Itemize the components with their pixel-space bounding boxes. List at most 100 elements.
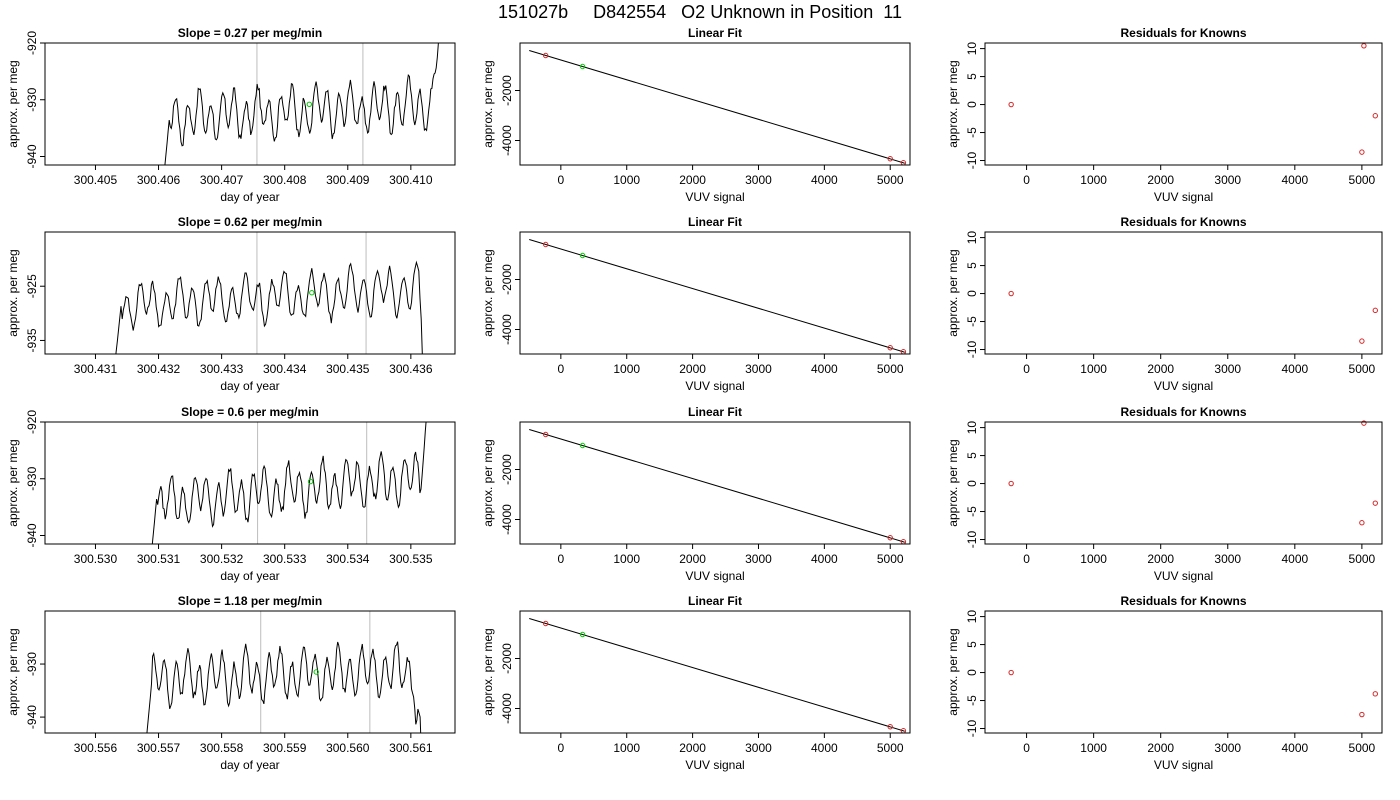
time-panel-2-xtick-label: 300.434 <box>263 362 307 376</box>
fit-panel-3-ytick-label: -4000 <box>500 504 514 535</box>
time-panel-3-xtick-label: 300.535 <box>389 552 433 566</box>
fit-panel-4-ylabel: approx. per meg <box>481 628 495 715</box>
resid-panel-1-residual-point <box>1361 43 1367 49</box>
time-panel-1-xlabel: day of year <box>220 190 279 204</box>
fit-panel-3: Linear Fit VUV signal approx. per meg 0 1000… <box>481 405 911 583</box>
fit-panel-2-fit-line <box>529 239 905 353</box>
fit-panel-3-xtick-label: 3000 <box>745 552 772 566</box>
fit-panel-4-fit-line <box>529 618 905 732</box>
time-panel-3-ytick-label: -930 <box>25 466 39 490</box>
time-panel-2-xlabel: day of year <box>220 379 279 393</box>
resid-panel-1-title: Residuals for Knowns <box>1120 26 1246 40</box>
fit-panel-3-title: Linear Fit <box>688 405 742 419</box>
resid-panel-3-xtick-label: 2000 <box>1147 552 1174 566</box>
fit-panel-1-title: Linear Fit <box>688 26 742 40</box>
fit-panel-1-xtick-label: 0 <box>558 173 565 187</box>
time-panel-4-xtick-label: 300.558 <box>200 741 244 755</box>
fit-panel-2-known-point <box>887 345 893 351</box>
fit-panel-4-unknown-point <box>579 631 586 638</box>
time-panel-4-ylabel: approx. per meg <box>6 628 20 715</box>
fit-panel-1-xtick-label: 5000 <box>877 173 904 187</box>
time-panel-1-ytick-label: -940 <box>25 144 39 168</box>
resid-panel-1-ytick-label: -10 <box>965 152 979 170</box>
resid-panel-1-ylabel: approx. per meg <box>946 60 960 147</box>
resid-panel-4-ytick-label: 5 <box>965 641 979 648</box>
resid-panel-2-xtick-label: 5000 <box>1349 362 1376 376</box>
fit-panel-2-ytick-label: -4000 <box>500 314 514 345</box>
time-panel-1-xtick-label: 300.410 <box>389 173 433 187</box>
resid-panel-3-residual-point <box>1361 420 1367 426</box>
fit-panel-1-unknown-point <box>579 63 586 70</box>
fit-panel-1: Linear Fit VUV signal approx. per meg 0 1000… <box>481 26 911 204</box>
resid-panel-4-ytick-label: -10 <box>965 720 979 738</box>
fit-panel-4-xtick-label: 3000 <box>745 741 772 755</box>
resid-panel-1-residual-point <box>1008 101 1014 108</box>
resid-panel-2: Residuals for Knowns VUV signal approx. pe… <box>946 215 1383 393</box>
time-panel-2-xtick-label: 300.435 <box>326 362 370 376</box>
resid-panel-1-frame <box>984 42 1383 166</box>
time-panel-2-ytick-label: -925 <box>25 274 39 298</box>
resid-panel-3-ytick-label: -10 <box>965 531 979 549</box>
resid-panel-1-ytick-label: 10 <box>965 42 979 56</box>
time-panel-4-plot-area <box>146 611 422 733</box>
resid-panel-2-ytick-label: 0 <box>965 290 979 297</box>
fit-panel-3-known-point <box>542 431 549 438</box>
time-panel-1-frame <box>44 42 456 166</box>
fit-panel-4-ytick-label: -2000 <box>500 643 514 674</box>
time-panel-1-ylabel: approx. per meg <box>6 60 20 147</box>
time-panel-3-ytick-label: -920 <box>25 410 39 434</box>
time-panel-4-xtick-label: 300.560 <box>326 741 370 755</box>
time-panel-3-title: Slope = 0.6 per meg/min <box>181 405 319 419</box>
resid-panel-2-ytick-label: -10 <box>965 341 979 359</box>
fit-panel-3-known-point <box>887 535 893 541</box>
time-panel-3-xtick-label: 300.531 <box>137 552 181 566</box>
resid-panel-3-residual-point <box>1008 480 1014 487</box>
fit-panel-4-known-point <box>887 724 893 730</box>
time-panel-2: Slope = 0.62 per meg/min day of year appro… <box>6 215 456 393</box>
time-panel-2-ytick-label: -935 <box>25 328 39 352</box>
fit-panel-3-xlabel: VUV signal <box>685 569 744 583</box>
resid-panel-4-ytick-label: -5 <box>965 695 979 706</box>
fit-panel-4-known-point <box>542 620 549 627</box>
resid-panel-3-xtick-label: 0 <box>1023 552 1030 566</box>
resid-panel-2-ytick-label: -5 <box>965 316 979 327</box>
time-panel-1-unknown-point <box>306 101 312 107</box>
fit-panel-3-xtick-label: 5000 <box>877 552 904 566</box>
fit-panel-4-frame <box>519 610 911 734</box>
time-panel-1: Slope = 0.27 per meg/min day of year appro… <box>6 26 456 204</box>
resid-panel-4-residual-point <box>1359 711 1365 718</box>
resid-panel-2-xtick-label: 1000 <box>1080 362 1107 376</box>
fit-panel-4-xtick-label: 5000 <box>877 741 904 755</box>
resid-panel-3-ytick-label: 10 <box>965 421 979 435</box>
resid-panel-4-residual-point <box>1008 669 1014 676</box>
resid-panel-4-xtick-label: 3000 <box>1214 741 1241 755</box>
time-panel-1-plot-area <box>164 43 439 165</box>
fit-panel-3-ylabel: approx. per meg <box>481 439 495 526</box>
resid-panel-3: Residuals for Knowns VUV signal approx. pe… <box>946 405 1383 583</box>
resid-panel-3-residual-point <box>1359 520 1365 526</box>
resid-panel-1: Residuals for Knowns VUV signal approx. pe… <box>946 26 1383 204</box>
resid-panel-1-xtick-label: 4000 <box>1281 173 1308 187</box>
fit-panel-3-xtick-label: 0 <box>558 552 565 566</box>
fit-panel-2: Linear Fit VUV signal approx. per meg 0 1000… <box>481 215 911 393</box>
resid-panel-4: Residuals for Knowns VUV signal approx. pe… <box>946 594 1383 772</box>
resid-panel-3-title: Residuals for Knowns <box>1120 405 1246 419</box>
fit-panel-2-xtick-label: 1000 <box>613 362 640 376</box>
fit-panel-3-ytick-label: -2000 <box>500 454 514 485</box>
time-panel-1-xtick-label: 300.405 <box>74 173 118 187</box>
resid-panel-4-ytick-label: 0 <box>965 669 979 676</box>
fit-panel-1-ytick-label: -4000 <box>500 125 514 156</box>
resid-panel-4-xlabel: VUV signal <box>1154 758 1213 772</box>
fit-panel-4-xtick-label: 0 <box>558 741 565 755</box>
fit-panel-1-fit-line <box>529 50 905 164</box>
time-panel-2-xtick-label: 300.433 <box>200 362 244 376</box>
resid-panel-3-residual-point <box>1372 500 1378 506</box>
fit-panel-1-xtick-label: 4000 <box>811 173 838 187</box>
fit-panel-3-frame <box>519 421 911 545</box>
time-panel-1-xtick-label: 300.407 <box>200 173 244 187</box>
fit-panel-3-fit-line <box>529 429 905 543</box>
time-panel-4-xtick-label: 300.556 <box>74 741 118 755</box>
fit-panel-4-title: Linear Fit <box>688 594 742 608</box>
resid-panel-1-xtick-label: 2000 <box>1147 173 1174 187</box>
